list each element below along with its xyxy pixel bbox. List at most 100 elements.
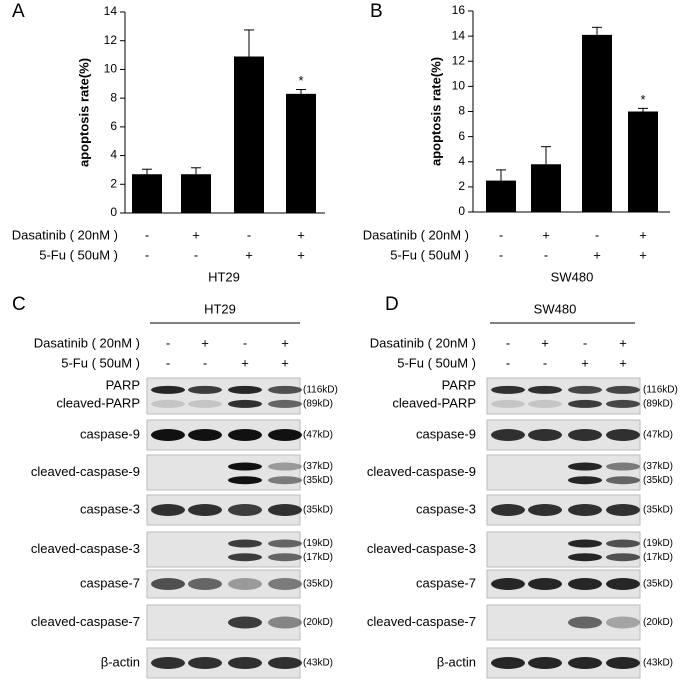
treatment-sign: + bbox=[619, 355, 627, 370]
treatment-label: Dasatinib ( 20nM ) bbox=[34, 335, 140, 350]
y-tick-label: 0 bbox=[458, 204, 465, 218]
protein-label: caspase-7 bbox=[80, 575, 140, 590]
band bbox=[268, 504, 302, 516]
protein-label: PARP bbox=[106, 377, 140, 392]
band bbox=[151, 578, 185, 590]
band bbox=[606, 657, 640, 669]
molecular-weight: (89kD) bbox=[643, 399, 673, 410]
band bbox=[491, 429, 525, 441]
protein-label: β-actin bbox=[437, 654, 476, 669]
band bbox=[188, 399, 222, 408]
y-axis-label: apoptosis rate(%) bbox=[76, 58, 91, 167]
treatment-sign: + bbox=[581, 355, 589, 370]
treatment-sign: - bbox=[583, 335, 587, 350]
band bbox=[268, 657, 302, 669]
treatment-sign: - bbox=[595, 227, 599, 242]
band bbox=[491, 578, 525, 590]
band bbox=[268, 539, 302, 548]
protein-label: cleaved-caspase-7 bbox=[31, 614, 140, 629]
protein-label: cleaved-caspase-3 bbox=[31, 541, 140, 556]
band bbox=[491, 399, 525, 408]
y-tick-label: 10 bbox=[452, 79, 466, 93]
treatment-label: Dasatinib ( 20nM ) bbox=[363, 227, 469, 242]
protein-label: cleaved-PARP bbox=[392, 395, 476, 410]
band bbox=[268, 616, 302, 629]
band bbox=[188, 578, 222, 590]
band bbox=[606, 462, 640, 471]
treatment-sign: + bbox=[281, 355, 289, 370]
bar bbox=[181, 174, 211, 213]
panel-letter: C bbox=[12, 294, 26, 315]
treatment-sign: + bbox=[639, 247, 647, 262]
band bbox=[228, 504, 262, 516]
band bbox=[606, 504, 640, 516]
treatment-sign: - bbox=[166, 355, 170, 370]
y-tick-label: 4 bbox=[110, 148, 117, 162]
y-tick-label: 6 bbox=[458, 129, 465, 143]
error-bar bbox=[638, 107, 648, 112]
annotation: * bbox=[640, 92, 645, 107]
band bbox=[606, 429, 640, 441]
band bbox=[606, 476, 640, 485]
molecular-weight: (17kD) bbox=[303, 552, 333, 563]
protein-label: β-actin bbox=[101, 654, 140, 669]
band bbox=[568, 578, 602, 590]
band bbox=[228, 476, 262, 485]
band bbox=[568, 539, 602, 548]
treatment-sign: - bbox=[203, 355, 207, 370]
band bbox=[568, 553, 602, 562]
molecular-weight: (35kD) bbox=[643, 505, 673, 516]
y-tick-label: 8 bbox=[458, 104, 465, 118]
molecular-weight: (17kD) bbox=[643, 552, 673, 563]
band bbox=[268, 429, 302, 441]
bar bbox=[628, 111, 658, 212]
treatment-sign: - bbox=[145, 227, 149, 242]
protein-label: caspase-3 bbox=[80, 501, 140, 516]
band bbox=[268, 399, 302, 408]
treatment-sign: - bbox=[499, 227, 503, 242]
blot-box bbox=[146, 454, 301, 491]
treatment-sign: - bbox=[506, 335, 510, 350]
molecular-weight: (35kD) bbox=[643, 579, 673, 590]
band bbox=[188, 504, 222, 516]
band bbox=[228, 462, 262, 471]
protein-label: caspase-7 bbox=[416, 575, 476, 590]
molecular-weight: (116kD) bbox=[643, 385, 678, 396]
band bbox=[568, 462, 602, 471]
band bbox=[528, 399, 562, 408]
error-bar bbox=[244, 29, 254, 57]
band bbox=[268, 553, 302, 562]
blot-box bbox=[486, 454, 641, 491]
molecular-weight: (20kD) bbox=[303, 617, 333, 628]
treatment-sign: - bbox=[194, 247, 198, 262]
panel-letter: D bbox=[385, 294, 399, 315]
molecular-weight: (43kD) bbox=[303, 658, 333, 669]
bar bbox=[286, 93, 316, 213]
band bbox=[528, 657, 562, 669]
band bbox=[528, 429, 562, 441]
treatment-sign: + bbox=[593, 247, 601, 262]
molecular-weight: (47kD) bbox=[643, 430, 673, 441]
band bbox=[606, 385, 640, 394]
error-bar bbox=[296, 89, 306, 94]
band bbox=[491, 385, 525, 394]
band bbox=[568, 476, 602, 485]
band bbox=[188, 429, 222, 441]
treatment-sign: + bbox=[281, 335, 289, 350]
blot-box bbox=[146, 377, 301, 415]
band bbox=[568, 399, 602, 408]
band bbox=[268, 476, 302, 485]
molecular-weight: (43kD) bbox=[643, 658, 673, 669]
molecular-weight: (20kD) bbox=[643, 617, 673, 628]
molecular-weight: (19kD) bbox=[303, 538, 333, 549]
band bbox=[188, 657, 222, 669]
molecular-weight: (37kD) bbox=[303, 461, 333, 472]
band bbox=[268, 385, 302, 394]
treatment-sign: - bbox=[506, 355, 510, 370]
treatment-sign: - bbox=[247, 227, 251, 242]
treatment-sign: - bbox=[544, 247, 548, 262]
band bbox=[606, 399, 640, 408]
band bbox=[528, 385, 562, 394]
molecular-weight: (35kD) bbox=[303, 505, 333, 516]
